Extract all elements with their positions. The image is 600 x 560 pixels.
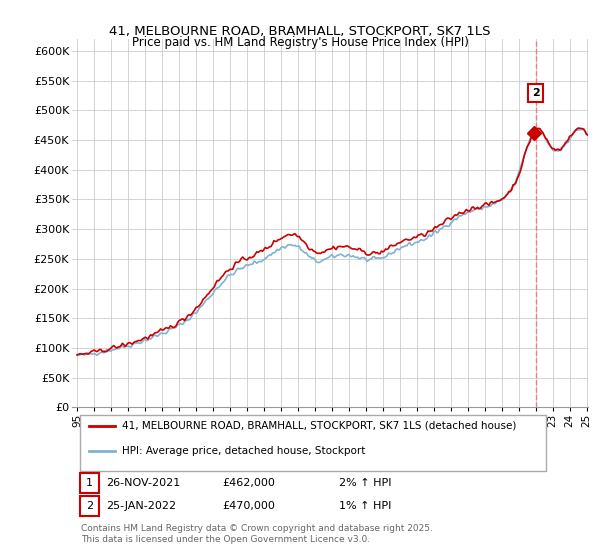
- FancyBboxPatch shape: [80, 473, 98, 493]
- Text: HPI: Average price, detached house, Stockport: HPI: Average price, detached house, Stoc…: [122, 446, 365, 455]
- Text: 26-NOV-2021: 26-NOV-2021: [106, 478, 181, 488]
- Text: £462,000: £462,000: [223, 478, 275, 488]
- Text: 41, MELBOURNE ROAD, BRAMHALL, STOCKPORT, SK7 1LS: 41, MELBOURNE ROAD, BRAMHALL, STOCKPORT,…: [109, 25, 491, 38]
- Text: £470,000: £470,000: [223, 501, 275, 511]
- Text: 25-JAN-2022: 25-JAN-2022: [106, 501, 176, 511]
- FancyBboxPatch shape: [80, 496, 98, 516]
- FancyBboxPatch shape: [80, 415, 546, 470]
- Text: 2% ↑ HPI: 2% ↑ HPI: [338, 478, 391, 488]
- Text: Price paid vs. HM Land Registry's House Price Index (HPI): Price paid vs. HM Land Registry's House …: [131, 36, 469, 49]
- Text: Contains HM Land Registry data © Crown copyright and database right 2025.
This d: Contains HM Land Registry data © Crown c…: [80, 524, 433, 544]
- Text: 2: 2: [532, 87, 539, 97]
- Text: 1% ↑ HPI: 1% ↑ HPI: [338, 501, 391, 511]
- Text: 1: 1: [86, 478, 93, 488]
- Text: 2: 2: [86, 501, 93, 511]
- Text: 41, MELBOURNE ROAD, BRAMHALL, STOCKPORT, SK7 1LS (detached house): 41, MELBOURNE ROAD, BRAMHALL, STOCKPORT,…: [122, 421, 516, 431]
